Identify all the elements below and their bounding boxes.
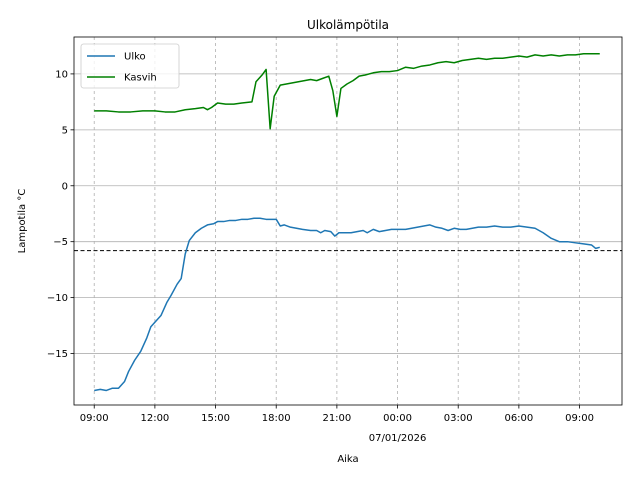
- y-tick-label: 0: [62, 181, 68, 192]
- y-tick-label: 10: [55, 69, 68, 80]
- x-tick-label: 15:00: [201, 413, 230, 424]
- y-tick-label: −10: [47, 293, 68, 304]
- y-tick-label: 5: [62, 125, 68, 136]
- y-axis-label: Lampotila °C: [17, 189, 28, 254]
- legend: Ulko Kasvih: [80, 43, 180, 89]
- x-axis-date-label: 07/01/2026: [369, 433, 427, 444]
- legend-label: Kasvih: [124, 73, 157, 84]
- series-line-kasvih: [94, 53, 600, 130]
- x-tick-label: 06:00: [504, 413, 533, 424]
- x-axis-label: Aika: [337, 454, 358, 465]
- y-axis-ticks: 10 5 0 −5 −10 −15: [47, 69, 74, 360]
- chart-title: Ulkolämpötila: [307, 18, 389, 32]
- x-tick-label: 09:00: [565, 413, 594, 424]
- x-tick-label: 00:00: [383, 413, 412, 424]
- grid-lines: [74, 37, 622, 405]
- y-tick-label: −5: [53, 237, 68, 248]
- x-tick-label: 12:00: [140, 413, 169, 424]
- x-tick-label: 21:00: [322, 413, 351, 424]
- x-tick-label: 09:00: [80, 413, 109, 424]
- x-tick-label: 03:00: [444, 413, 473, 424]
- x-axis-ticks: 09:00 12:00 15:00 18:00 21:00 00:00 03:00 06:00…: [80, 405, 594, 424]
- series-line-ulko: [94, 217, 600, 392]
- plot-frame: [73, 36, 623, 406]
- y-tick-label: −15: [47, 349, 68, 360]
- series-lines: [94, 53, 600, 392]
- x-tick-label: 18:00: [262, 413, 291, 424]
- legend-label: Ulko: [124, 52, 146, 63]
